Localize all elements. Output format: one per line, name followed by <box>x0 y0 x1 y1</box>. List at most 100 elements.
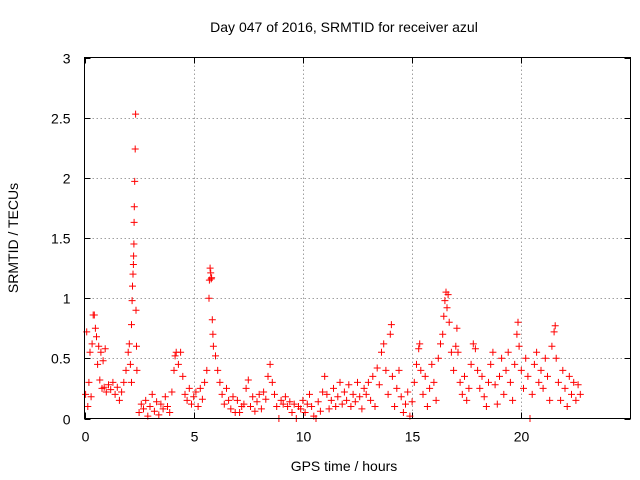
data-point <box>286 398 294 406</box>
data-point <box>426 384 434 392</box>
data-point <box>515 342 523 350</box>
data-point <box>340 388 348 396</box>
data-point <box>216 378 224 386</box>
data-point <box>434 354 442 362</box>
data-point <box>128 321 135 329</box>
data-point <box>367 396 375 404</box>
data-point <box>465 384 473 392</box>
data-point <box>181 390 189 398</box>
data-point <box>378 348 385 356</box>
data-point <box>260 388 268 396</box>
data-point <box>229 393 237 401</box>
data-point <box>430 378 438 386</box>
data-point <box>132 306 140 314</box>
data-point <box>273 403 281 410</box>
data-point <box>458 390 466 398</box>
data-point <box>303 400 311 408</box>
data-point <box>137 400 145 408</box>
data-point <box>164 403 171 410</box>
data-point <box>130 218 138 226</box>
data-point <box>131 177 139 185</box>
data-point <box>474 366 482 374</box>
data-point <box>105 381 112 389</box>
data-point <box>142 396 150 404</box>
data-point <box>574 381 582 389</box>
data-point <box>402 400 409 408</box>
x-tick-label: 0 <box>82 429 90 445</box>
y-tick-label: 1 <box>63 291 71 307</box>
data-point <box>129 270 137 278</box>
data-point <box>452 342 460 350</box>
data-point <box>257 405 265 413</box>
data-point <box>218 390 226 398</box>
data-point <box>419 390 427 398</box>
data-point <box>220 400 228 408</box>
data-point <box>441 297 449 305</box>
data-point <box>198 395 206 403</box>
data-point <box>206 264 214 272</box>
data-point <box>99 357 107 365</box>
data-point <box>171 352 179 360</box>
data-point <box>135 409 143 416</box>
x-tick-label: 10 <box>296 429 312 445</box>
data-point <box>90 311 98 319</box>
data-point <box>194 403 202 410</box>
data-point <box>467 360 475 368</box>
data-point <box>115 396 123 404</box>
data-point <box>266 360 274 368</box>
data-point <box>223 384 230 392</box>
data-point <box>373 364 381 372</box>
data-point <box>382 366 390 374</box>
data-point <box>212 352 219 360</box>
data-point <box>428 360 436 368</box>
data-point <box>397 393 405 401</box>
data-point <box>133 342 140 350</box>
data-point <box>188 400 195 408</box>
data-point <box>209 330 217 338</box>
data-point <box>93 333 100 341</box>
data-point <box>364 378 372 386</box>
data-point <box>478 372 486 380</box>
data-point <box>319 388 327 396</box>
data-point <box>539 384 547 392</box>
data-point <box>347 403 355 410</box>
data-point <box>380 340 388 348</box>
y-tick-label: 2.5 <box>51 111 71 127</box>
data-point <box>456 378 464 386</box>
data-point <box>530 360 538 368</box>
grid <box>84 57 631 419</box>
y-tick-label: 3 <box>63 51 71 67</box>
data-point <box>129 261 137 268</box>
data-point <box>416 340 424 348</box>
data-point <box>509 396 517 404</box>
data-point <box>140 405 147 413</box>
data-point <box>332 403 340 410</box>
data-point <box>271 390 278 398</box>
data-point <box>391 403 399 410</box>
data-point <box>183 396 191 404</box>
x-axis-label: GPS time / hours <box>291 458 398 474</box>
plot-frame <box>84 57 631 419</box>
data-point <box>100 383 108 391</box>
data-point <box>306 390 313 398</box>
data-point <box>410 378 418 386</box>
data-point <box>82 390 90 398</box>
data-point <box>528 390 536 398</box>
data-point <box>308 403 316 410</box>
data-point <box>500 390 508 398</box>
data-point <box>511 360 519 368</box>
data-point <box>159 405 167 413</box>
data-point <box>371 403 379 410</box>
data-point <box>576 390 584 398</box>
y-tick-label: 1.5 <box>51 231 71 247</box>
y-tick-label: 2 <box>63 171 71 187</box>
data-point <box>524 372 532 380</box>
data-point <box>297 405 305 413</box>
data-point <box>445 318 453 326</box>
data-point <box>461 372 468 380</box>
data-point <box>480 393 488 401</box>
data-point <box>122 366 130 374</box>
data-point <box>174 360 182 368</box>
data-point <box>563 403 571 410</box>
data-point <box>207 269 215 277</box>
